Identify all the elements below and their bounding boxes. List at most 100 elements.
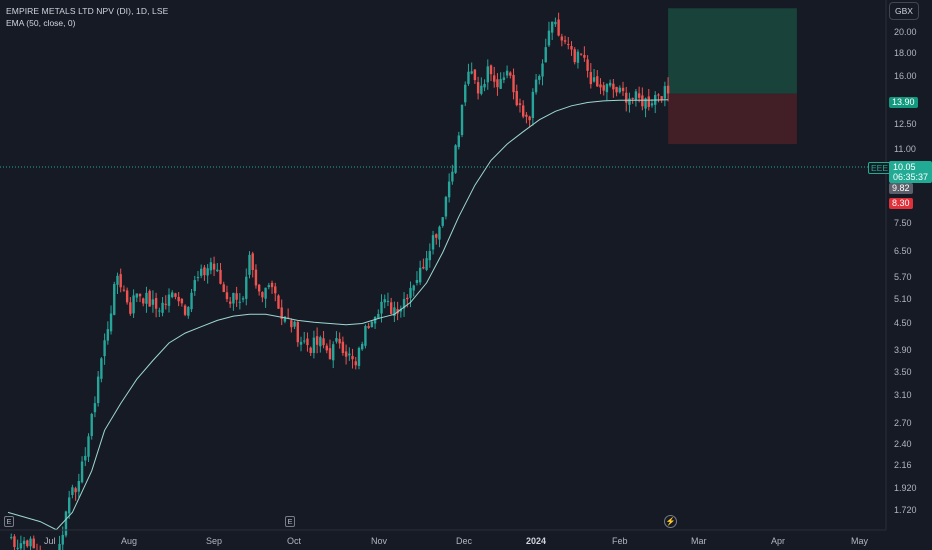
candle-body[interactable] — [605, 84, 609, 93]
earnings-marker[interactable]: E — [285, 516, 295, 527]
candle-body[interactable] — [299, 341, 303, 345]
candle-body[interactable] — [544, 47, 547, 63]
candle-body[interactable] — [496, 79, 499, 88]
candle-body[interactable] — [583, 54, 586, 58]
candle-body[interactable] — [344, 351, 348, 357]
candle-body[interactable] — [177, 296, 180, 302]
candle-body[interactable] — [122, 289, 126, 291]
candle-body[interactable] — [367, 326, 370, 329]
candle-body[interactable] — [64, 511, 68, 536]
candle-body[interactable] — [625, 92, 628, 103]
candle-body[interactable] — [412, 285, 415, 291]
candle-body[interactable] — [476, 82, 480, 94]
candle-body[interactable] — [109, 313, 113, 332]
candle-body[interactable] — [274, 286, 277, 294]
candle-body[interactable] — [547, 30, 551, 46]
candle-body[interactable] — [505, 70, 509, 76]
candle-body[interactable] — [641, 95, 644, 107]
candle-body[interactable] — [361, 343, 364, 350]
candle-body[interactable] — [602, 85, 605, 91]
candle-body[interactable] — [409, 287, 412, 298]
candle-body[interactable] — [525, 114, 528, 117]
candle-body[interactable] — [534, 79, 538, 93]
candle-body[interactable] — [386, 300, 390, 302]
candle-body[interactable] — [193, 280, 196, 292]
candle-body[interactable] — [596, 76, 599, 87]
candle-body[interactable] — [10, 537, 13, 539]
candle-body[interactable] — [647, 96, 650, 107]
candle-body[interactable] — [151, 299, 155, 305]
candle-body[interactable] — [309, 347, 312, 353]
candle-body[interactable] — [132, 295, 135, 314]
candle-body[interactable] — [563, 40, 567, 42]
candle-body[interactable] — [319, 337, 322, 347]
candle-body[interactable] — [219, 269, 222, 284]
candle-body[interactable] — [531, 91, 535, 118]
candle-body[interactable] — [171, 292, 174, 298]
candle-body[interactable] — [187, 307, 190, 316]
candle-body[interactable] — [332, 344, 335, 361]
candle-body[interactable] — [560, 36, 564, 41]
candle-body[interactable] — [161, 302, 164, 313]
candle-body[interactable] — [296, 321, 299, 343]
candle-body[interactable] — [567, 44, 570, 46]
candle-body[interactable] — [212, 263, 216, 270]
candle-body[interactable] — [13, 536, 16, 548]
candle-body[interactable] — [254, 269, 258, 286]
chart-title[interactable]: EMPIRE METALS LTD NPV (DI), 1D, LSE — [6, 6, 169, 16]
candle-body[interactable] — [550, 21, 554, 33]
candle-body[interactable] — [666, 85, 670, 94]
candle-body[interactable] — [370, 321, 374, 328]
candle-body[interactable] — [447, 181, 451, 198]
candle-body[interactable] — [618, 87, 621, 93]
candle-body[interactable] — [251, 253, 254, 270]
candle-body[interactable] — [660, 96, 663, 101]
candle-body[interactable] — [84, 455, 87, 461]
candle-body[interactable] — [280, 307, 283, 319]
candle-body[interactable] — [441, 217, 444, 226]
candle-body[interactable] — [245, 276, 248, 299]
candle-body[interactable] — [74, 488, 77, 493]
candle-body[interactable] — [148, 290, 151, 307]
candle-body[interactable] — [634, 91, 638, 101]
candle-body[interactable] — [573, 49, 576, 63]
candle-body[interactable] — [557, 19, 560, 36]
candle-body[interactable] — [183, 305, 187, 315]
candle-body[interactable] — [303, 340, 306, 342]
candle-body[interactable] — [190, 292, 193, 310]
candle-body[interactable] — [444, 196, 448, 217]
candle-body[interactable] — [200, 268, 203, 276]
candle-body[interactable] — [402, 298, 406, 309]
candle-body[interactable] — [238, 301, 242, 303]
candle-body[interactable] — [644, 98, 647, 109]
candle-body[interactable] — [290, 320, 293, 328]
candle-body[interactable] — [599, 84, 602, 88]
candle-body[interactable] — [338, 338, 341, 344]
candle-body[interactable] — [341, 341, 345, 354]
candle-body[interactable] — [406, 297, 409, 300]
candle-body[interactable] — [608, 82, 612, 86]
candle-body[interactable] — [335, 338, 338, 342]
candle-body[interactable] — [312, 337, 316, 353]
candle-body[interactable] — [528, 116, 531, 121]
candle-body[interactable] — [628, 98, 631, 105]
candle-body[interactable] — [650, 103, 654, 106]
currency-button[interactable]: GBX — [889, 2, 919, 20]
candle-body[interactable] — [206, 268, 209, 276]
candle-body[interactable] — [283, 316, 287, 322]
candle-body[interactable] — [357, 347, 361, 366]
candle-body[interactable] — [103, 340, 106, 357]
candle-body[interactable] — [135, 293, 138, 298]
candle-body[interactable] — [80, 461, 84, 483]
candle-body[interactable] — [515, 90, 518, 106]
candle-body[interactable] — [142, 298, 145, 304]
candle-body[interactable] — [354, 361, 357, 366]
candle-body[interactable] — [328, 348, 332, 360]
candle-body[interactable] — [435, 234, 438, 238]
candle-body[interactable] — [277, 295, 280, 309]
candle-body[interactable] — [489, 65, 493, 75]
candle-body[interactable] — [116, 275, 119, 285]
candle-body[interactable] — [589, 72, 593, 85]
candle-body[interactable] — [473, 69, 477, 81]
